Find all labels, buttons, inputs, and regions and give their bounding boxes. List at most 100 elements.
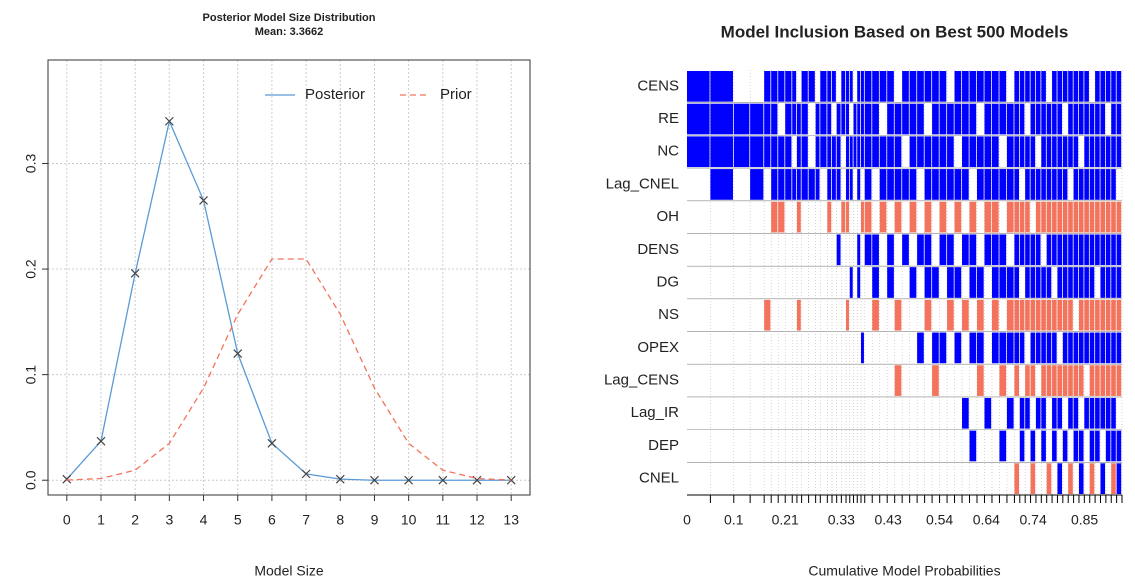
- inclusion-cell: [954, 71, 962, 102]
- inclusion-cell: [917, 71, 924, 102]
- inclusion-cell: [895, 71, 902, 102]
- inclusion-cell: [879, 201, 887, 233]
- inclusion-cell: [872, 299, 879, 331]
- inclusion-cell: [932, 332, 939, 364]
- x-tick-label: 8: [336, 512, 344, 528]
- inclusion-cell: [778, 136, 785, 168]
- inclusion-cell: [778, 201, 785, 233]
- inclusion-cell: [1047, 431, 1052, 462]
- inclusion-cell: [857, 365, 860, 396]
- inclusion-cell: [816, 234, 820, 265]
- inclusion-cell: [846, 398, 849, 429]
- inclusion-cell: [802, 365, 808, 396]
- inclusion-cell: [1111, 299, 1116, 331]
- inclusion-cell: [1078, 103, 1084, 135]
- inclusion-cell: [764, 71, 771, 102]
- inclusion-cell: [984, 431, 991, 462]
- inclusion-cell: [832, 300, 836, 331]
- inclusion-cell: [778, 71, 785, 102]
- inclusion-cell: [792, 463, 796, 494]
- inclusion-cell: [1089, 136, 1095, 168]
- inclusion-cell: [1031, 398, 1036, 429]
- inclusion-cell: [1014, 365, 1019, 396]
- inclusion-cell: [764, 333, 770, 364]
- inclusion-cell: [865, 300, 872, 331]
- inclusion-cell: [894, 299, 902, 331]
- inclusion-cell: [1100, 71, 1106, 102]
- inclusion-cell: [837, 431, 841, 462]
- inclusion-cell: [977, 104, 984, 135]
- inclusion-cell: [734, 300, 750, 331]
- inclusion-cell: [917, 103, 924, 135]
- inclusion-cell: [1006, 201, 1014, 233]
- inclusion-cell: [785, 234, 791, 265]
- inclusion-cell: [925, 398, 932, 429]
- inclusion-cell: [764, 136, 771, 168]
- inclusion-cell: [816, 202, 820, 233]
- inclusion-cell: [991, 169, 999, 200]
- inclusion-cell: [796, 103, 801, 135]
- inclusion-cell: [991, 299, 999, 331]
- inclusion-cell: [849, 267, 853, 298]
- inclusion-cell: [939, 103, 947, 135]
- inclusion-cell: [841, 333, 845, 364]
- inclusion-cell: [841, 267, 845, 298]
- inclusion-cell: [1068, 365, 1073, 396]
- inclusion-cell: [984, 267, 991, 298]
- inclusion-cell: [991, 71, 999, 102]
- inclusion-cell: [801, 136, 808, 168]
- inclusion-cell: [1117, 169, 1122, 200]
- inclusion-cell: [827, 103, 832, 135]
- inclusion-cell: [962, 463, 969, 494]
- inclusion-cell: [1068, 332, 1073, 364]
- inclusion-cell: [1030, 365, 1036, 396]
- inclusion-cell: [947, 169, 954, 200]
- inclusion-cell: [1030, 136, 1036, 168]
- inclusion-cell: [1046, 365, 1052, 396]
- inclusion-cell: [962, 267, 969, 298]
- y-tick-label: CENS: [637, 77, 679, 94]
- inclusion-cell: [1041, 267, 1046, 298]
- inclusion-cell: [879, 136, 887, 168]
- point-marker: [267, 438, 277, 448]
- y-tick-label: Lag_IR: [631, 404, 680, 421]
- inclusion-cell: [1047, 71, 1052, 102]
- inclusion-cell: [917, 202, 924, 233]
- inclusion-cell: [932, 71, 939, 102]
- inclusion-cell: [1025, 234, 1030, 266]
- inclusion-cell: [932, 398, 939, 429]
- inclusion-cell: [1046, 136, 1052, 168]
- inclusion-cell: [902, 300, 909, 331]
- inclusion-cell: [1030, 267, 1036, 298]
- inclusion-cell: [687, 333, 710, 364]
- inclusion-cell: [687, 136, 710, 168]
- inclusion-cell: [808, 71, 815, 102]
- inclusion-cell: [809, 463, 815, 494]
- inclusion-cell: [841, 201, 846, 233]
- inclusion-cell: [1106, 463, 1111, 494]
- inclusion-cell: [816, 71, 820, 102]
- inclusion-cell: [861, 463, 864, 494]
- inclusion-cell: [1100, 267, 1106, 298]
- inclusion-cell: [1019, 103, 1025, 135]
- inclusion-cell: [849, 136, 853, 168]
- inclusion-cell: [750, 365, 763, 396]
- chart-title: Model Inclusion Based on Best 500 Models: [721, 22, 1069, 41]
- inclusion-cell: [841, 300, 845, 331]
- inclusion-cell: [820, 267, 826, 298]
- inclusion-cell: [792, 267, 796, 298]
- inclusion-cell: [947, 202, 954, 233]
- inclusion-cell: [1068, 103, 1073, 135]
- inclusion-cell: [1031, 202, 1036, 233]
- inclusion-cell: [785, 398, 791, 429]
- inclusion-cell: [962, 136, 969, 168]
- inclusion-cell: [801, 169, 808, 200]
- inclusion-cell: [955, 300, 962, 331]
- inclusion-cell: [1095, 397, 1100, 429]
- inclusion-cell: [880, 267, 887, 298]
- inclusion-cell: [864, 234, 872, 266]
- inclusion-cell: [1073, 267, 1079, 298]
- inclusion-cell: [1084, 365, 1089, 396]
- inclusion-cell: [925, 463, 932, 494]
- inclusion-cell: [1052, 136, 1057, 168]
